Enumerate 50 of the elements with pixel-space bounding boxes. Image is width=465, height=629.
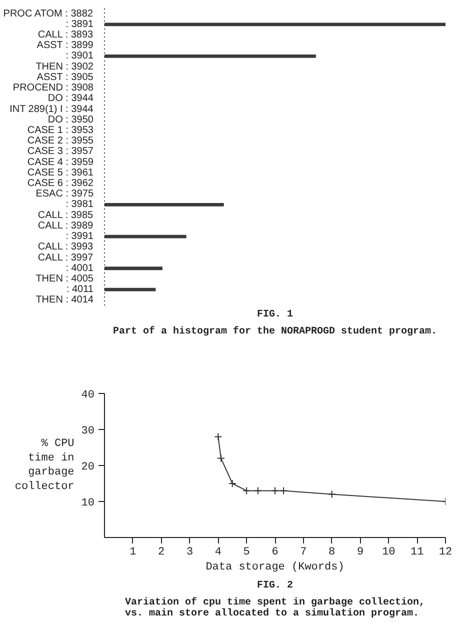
y-tick-label: : 3891	[66, 18, 94, 30]
y-tick-label: ASST : 3899	[36, 40, 94, 52]
y-tick-label: : 3981	[66, 199, 94, 210]
y-tick-label: CASE 4 : 3959	[27, 156, 94, 168]
y-tick-label: DO : 3950	[48, 114, 94, 126]
y-tick-label: ESAC : 3975	[36, 188, 94, 200]
x-tick-label: 10	[382, 546, 396, 558]
y-tick-label: THEN : 3902	[36, 61, 94, 72]
y-tick-label: CASE 6 : 3962	[27, 178, 94, 190]
x-tick-label: 5	[243, 546, 250, 558]
x-tick-label: 12	[438, 546, 452, 558]
y-tick-label: CASE 2 : 3955	[27, 136, 94, 147]
y-tick-label: PROC ATOM : 3882	[3, 8, 94, 20]
y-axis-title: % CPU time in garbage collector	[14, 438, 74, 494]
x-tick-label: 6	[272, 546, 278, 558]
x-tick-label: 3	[186, 546, 194, 558]
x-tick-label: 11	[410, 546, 424, 558]
y-tick-label: DO : 3944	[48, 93, 94, 104]
text: FIG. 2	[256, 580, 294, 592]
y-tick-label: 40	[81, 390, 94, 402]
text: FIG. 1	[256, 310, 294, 320]
text: Variation of cpu time spent in garbage collection, vs. main store allocated to a simulation program.	[124, 596, 426, 620]
x-tick-label: 9	[356, 546, 364, 558]
y-tick-label: INT 289(1) I : 3944	[10, 104, 94, 115]
x-tick-label: 4	[214, 546, 222, 558]
x-tick-label: 2	[158, 546, 165, 558]
y-tick-label: PROCEND : 3908	[12, 82, 94, 94]
y-tick-label: CALL : 3893	[38, 30, 94, 41]
y-tick-label: ASST : 3905	[36, 72, 94, 83]
y-tick-label: CASE 1 : 3953	[27, 124, 94, 136]
y-tick-label: : 4001	[66, 262, 94, 274]
x-axis-title: Data storage (Kwords)	[206, 562, 344, 574]
y-tick-label: : 4011	[66, 284, 94, 296]
y-tick-label: CALL : 3997	[38, 252, 94, 264]
y-tick-label: 10	[81, 498, 94, 510]
y-tick-label: THEN : 4014	[36, 294, 94, 306]
y-tick-label: THEN : 4005	[36, 273, 94, 284]
y-tick-label: CALL : 3993	[38, 242, 94, 253]
x-tick-label: 1	[130, 546, 137, 558]
y-tick-label: 20	[81, 462, 94, 474]
y-tick-label: : 3991	[66, 231, 94, 242]
x-tick-label: 8	[328, 546, 336, 558]
y-tick-label: CALL : 3985	[38, 210, 94, 221]
text: Part of a histogram for the NORAPROGD student program.	[112, 326, 438, 338]
y-tick-label: CASE 5 : 3961	[27, 167, 94, 178]
y-tick-label: CALL : 3989	[38, 220, 94, 232]
y-tick-label: CASE 3 : 3957	[27, 146, 94, 158]
y-tick-label: 30	[81, 426, 94, 438]
y-tick-label: : 3901	[66, 50, 94, 62]
x-tick-label: 7	[300, 546, 307, 558]
